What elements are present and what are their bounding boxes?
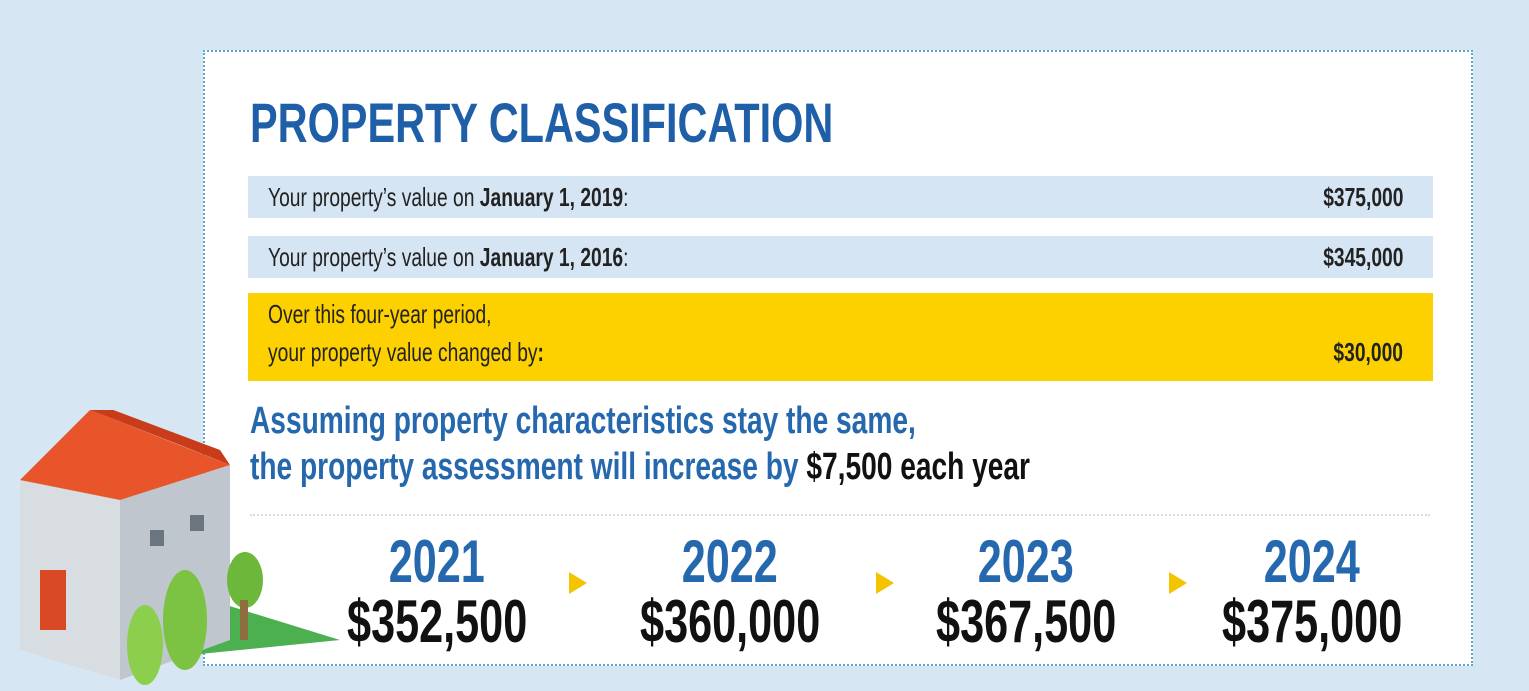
- roof: [20, 410, 230, 500]
- window: [190, 515, 204, 531]
- year: 2021: [388, 528, 486, 595]
- change-box: Over this four-year period, your propert…: [248, 293, 1433, 381]
- tree: [127, 605, 163, 685]
- year-value: $367,500: [935, 588, 1117, 655]
- change-suffix: :: [537, 337, 544, 367]
- statement-amount: $7,500: [806, 446, 893, 488]
- row-value: $375,000: [1322, 182, 1403, 212]
- statement-tail: each year: [900, 446, 1031, 488]
- year-value: $375,000: [1221, 588, 1403, 655]
- row-label: Your property’s value on January 1, 2019…: [268, 182, 628, 213]
- row-prefix: Your property’s value on: [268, 182, 475, 212]
- row-value: $345,000: [1322, 242, 1403, 272]
- statement-line: Assuming property characteristics stay t…: [250, 400, 1150, 443]
- row-prefix: Your property’s value on: [268, 242, 475, 272]
- statement-text: Assuming property characteristics stay t…: [250, 400, 916, 442]
- tree: [227, 552, 263, 608]
- statement-text: the property assessment will increase by: [250, 446, 799, 488]
- change-text: your property value changed by: [268, 337, 538, 367]
- house-illustration: [20, 410, 340, 685]
- statement-line: the property assessment will increase by…: [250, 446, 1304, 489]
- timeline-item: 2021 $352,500: [307, 532, 567, 652]
- year-value: $360,000: [639, 588, 821, 655]
- row-date: January 1, 2016: [479, 242, 624, 272]
- year-value: $352,500: [346, 588, 528, 655]
- timeline-item: 2023 $367,500: [896, 532, 1156, 652]
- row-suffix: :: [623, 182, 629, 212]
- year: 2024: [1263, 528, 1361, 595]
- row-date: January 1, 2019: [479, 182, 624, 212]
- arrow: [1169, 572, 1187, 594]
- divider: [250, 514, 1430, 516]
- window: [150, 530, 164, 546]
- year: 2022: [681, 528, 779, 595]
- change-line: your property value changed by:: [268, 337, 544, 368]
- title-text: PROPERTY CLASSIFICATION: [250, 91, 834, 154]
- house-front: [20, 480, 120, 680]
- door: [40, 570, 66, 630]
- change-value: $30,000: [1333, 337, 1403, 367]
- timeline-item: 2024 $375,000: [1182, 532, 1442, 652]
- timeline-item: 2022 $360,000: [600, 532, 860, 652]
- tree: [163, 570, 207, 670]
- change-line: Over this four-year period,: [268, 299, 492, 329]
- arrow: [569, 572, 587, 594]
- row-label: Your property’s value on January 1, 2016…: [268, 242, 628, 273]
- value-row: Your property’s value on January 1, 2016…: [248, 236, 1433, 278]
- title: PROPERTY CLASSIFICATION: [250, 90, 1038, 155]
- year: 2023: [977, 528, 1075, 595]
- row-suffix: :: [623, 242, 629, 272]
- card: PROPERTY CLASSIFICATION Your property’s …: [203, 50, 1473, 666]
- trunk: [240, 600, 248, 640]
- arrow: [876, 572, 894, 594]
- value-row: Your property’s value on January 1, 2019…: [248, 176, 1433, 218]
